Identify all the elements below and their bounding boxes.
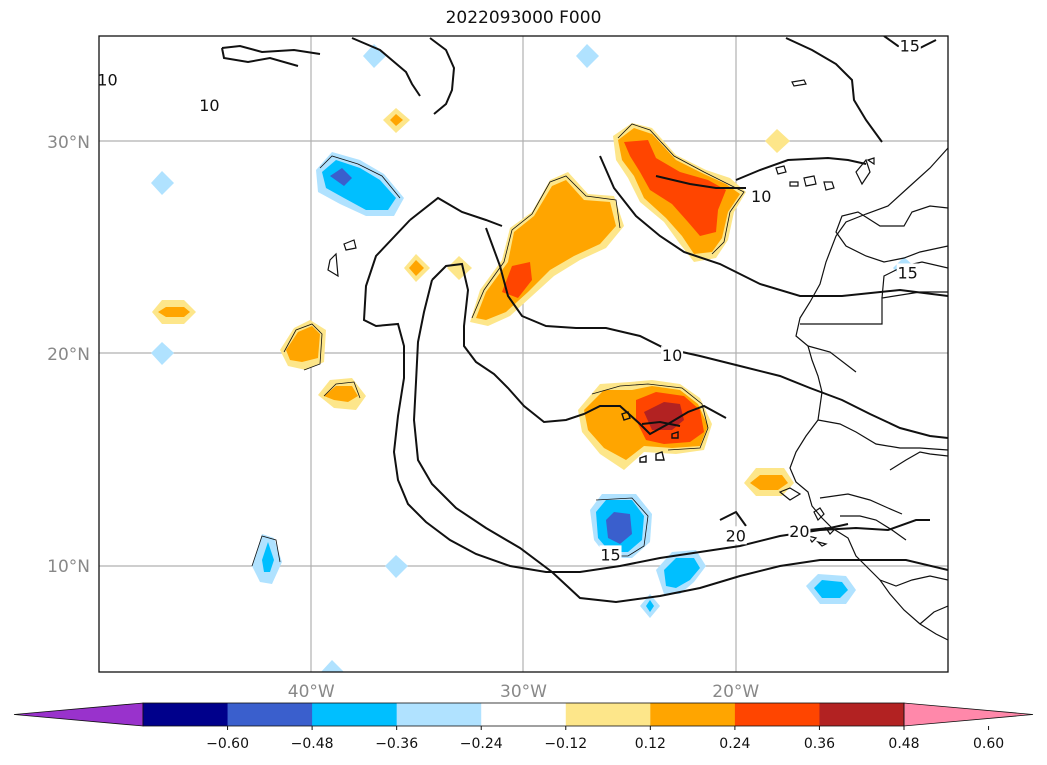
colorbar-segment <box>819 703 905 726</box>
contour-label: 10 <box>751 187 771 206</box>
map-frame <box>98 35 949 673</box>
coastlines <box>327 79 948 641</box>
colorbar-tick-label: −0.12 <box>544 736 587 752</box>
colorbar-tick-label: −0.60 <box>206 736 249 752</box>
colorbar-tick-label: −0.36 <box>375 736 418 752</box>
contour-label: 15 <box>897 263 917 282</box>
map-title: 2022093000 F000 <box>445 8 602 28</box>
colorbar-segment <box>565 703 651 726</box>
colorbar-tick-label: 0.24 <box>719 736 750 752</box>
longitude-tick-labels: 40°W 30°W 20°W <box>288 682 760 702</box>
contour-label-bg <box>898 36 921 55</box>
colorbar-segment <box>227 703 313 726</box>
contour-small-loops <box>621 411 679 463</box>
latitude-tick-labels: 10°N 20°N 30°N <box>47 133 90 577</box>
contour-label-bg <box>99 70 119 89</box>
colorbar-segment <box>143 703 229 726</box>
contour-labels: 10 10 15 10 15 10 15 20 20 <box>97 36 921 564</box>
contour-label-bg <box>724 526 747 545</box>
colorbar-segment <box>312 703 398 726</box>
contour-label: 20 <box>789 522 809 541</box>
lat-tick-label: 10°N <box>47 557 90 577</box>
colorbar-frame <box>142 702 905 727</box>
lat-tick-label: 30°N <box>47 133 90 153</box>
map-layers: 10 10 15 10 15 10 15 20 20 <box>97 36 948 672</box>
contour-label-bg <box>788 522 811 541</box>
colorbar: −0.60 −0.48 −0.36 −0.24 −0.12 0.12 0.24 0.36 0.4… <box>13 702 1034 752</box>
colorbar-tick-label: 0.48 <box>888 736 919 752</box>
shaded-field-edges <box>251 123 745 567</box>
contour-label-bg <box>599 545 622 564</box>
colorbar-tick-label: 0.12 <box>635 736 666 752</box>
colorbar-segment <box>650 703 736 726</box>
lat-tick-label: 20°N <box>47 345 90 365</box>
lon-tick-label: 40°W <box>288 682 335 702</box>
contour-label: 10 <box>97 71 117 90</box>
contour-20 <box>719 510 747 527</box>
contour-label: 10 <box>662 346 682 365</box>
colorbar-segment <box>734 703 820 726</box>
contour-label-bg <box>198 95 221 114</box>
contour-label: 10 <box>199 96 219 115</box>
colorbar-tick-label: 0.36 <box>804 736 835 752</box>
contour-10-main <box>599 155 948 297</box>
colorbar-extend-high <box>903 702 1034 727</box>
colorbar-segment <box>396 703 482 726</box>
contour-10-north <box>221 44 321 55</box>
contour-label-bg <box>896 263 919 282</box>
colorbar-tick-label: −0.48 <box>291 736 334 752</box>
contour-label-bg <box>661 346 684 365</box>
lon-tick-label: 20°W <box>712 682 759 702</box>
shaded-field <box>151 44 916 672</box>
contour-15-northeast <box>785 37 883 143</box>
colorbar-tick-label: −0.24 <box>460 736 503 752</box>
contour-label: 15 <box>600 545 620 564</box>
contour-lines <box>221 36 948 604</box>
colorbar-segment <box>481 703 567 726</box>
contour-label: 20 <box>726 526 746 545</box>
colorbar-extend-low <box>13 702 144 727</box>
lon-tick-label: 30°W <box>500 682 547 702</box>
contour-label: 15 <box>900 37 920 56</box>
colorbar-tick-label: 0.60 <box>973 736 1004 752</box>
contour-label-bg <box>750 187 773 206</box>
africa-coastline <box>789 147 948 641</box>
